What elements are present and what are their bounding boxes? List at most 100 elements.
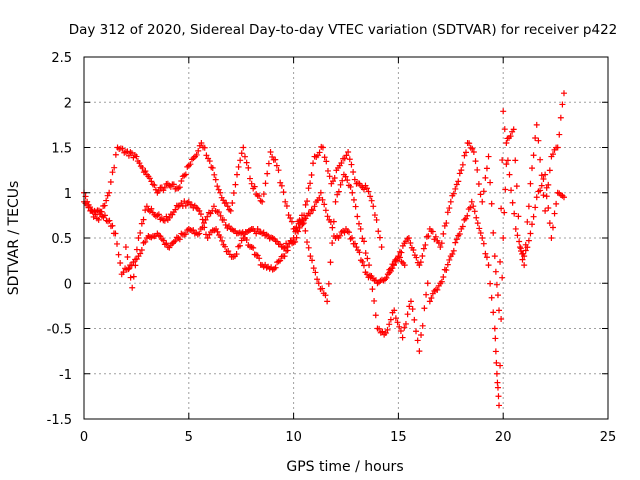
data-point xyxy=(282,198,289,205)
data-point xyxy=(479,235,486,241)
data-point xyxy=(330,178,337,185)
data-point xyxy=(332,198,339,205)
data-point xyxy=(287,215,294,222)
data-point xyxy=(501,126,508,133)
data-point xyxy=(203,152,210,159)
data-point xyxy=(492,335,499,342)
data-point xyxy=(560,194,567,201)
data-point xyxy=(152,186,159,193)
data-point xyxy=(117,259,124,266)
data-point xyxy=(359,235,366,242)
data-point xyxy=(339,177,346,184)
data-point xyxy=(315,280,322,287)
data-point xyxy=(235,163,242,170)
data-point xyxy=(343,152,350,159)
data-point xyxy=(419,322,426,329)
data-point xyxy=(450,247,457,254)
data-point xyxy=(146,175,153,182)
data-point xyxy=(498,205,505,212)
data-point xyxy=(297,219,304,226)
data-point xyxy=(497,362,504,369)
data-point xyxy=(350,168,357,175)
data-point xyxy=(546,167,553,174)
data-point xyxy=(538,182,545,189)
y-tick-label: -1.5 xyxy=(47,413,72,428)
data-point xyxy=(375,228,382,235)
x-tick-label: 10 xyxy=(285,430,302,445)
data-point xyxy=(407,298,414,305)
data-point xyxy=(366,262,373,269)
data-point xyxy=(510,126,517,133)
data-point xyxy=(206,158,213,165)
data-point xyxy=(387,267,394,274)
data-point xyxy=(473,214,480,221)
data-point xyxy=(423,291,430,298)
data-point xyxy=(319,196,326,203)
data-point xyxy=(491,325,498,332)
data-point xyxy=(503,140,510,147)
data-point xyxy=(479,198,486,205)
data-point xyxy=(197,211,204,218)
data-point xyxy=(345,149,352,156)
data-point xyxy=(319,144,326,151)
data-point xyxy=(361,238,368,245)
data-point xyxy=(289,238,296,245)
data-point xyxy=(483,254,490,261)
data-point xyxy=(112,151,119,158)
data-point xyxy=(472,158,479,165)
data-point xyxy=(338,159,345,166)
data-point xyxy=(163,213,170,220)
data-point xyxy=(511,210,518,217)
data-point xyxy=(480,240,487,247)
data-point xyxy=(450,190,457,197)
data-point xyxy=(357,225,364,232)
data-point xyxy=(139,164,146,171)
data-point xyxy=(143,203,150,210)
data-point xyxy=(334,191,341,198)
data-point xyxy=(217,212,224,219)
data-point xyxy=(135,235,142,241)
data-point xyxy=(461,152,468,159)
data-point xyxy=(519,256,526,263)
data-point xyxy=(527,180,534,187)
data-point xyxy=(125,266,132,273)
data-point xyxy=(488,200,495,207)
data-point xyxy=(394,319,401,326)
data-point xyxy=(440,273,447,280)
data-point xyxy=(304,198,311,205)
data-point xyxy=(373,216,380,223)
data-point xyxy=(316,194,323,201)
data-point xyxy=(196,230,203,237)
data-point xyxy=(142,238,149,245)
data-point xyxy=(355,220,362,227)
data-point xyxy=(187,161,194,168)
data-point xyxy=(305,244,312,251)
data-point xyxy=(114,240,121,247)
data-point xyxy=(275,167,282,174)
data-point xyxy=(371,297,378,304)
data-point xyxy=(362,250,369,257)
data-point xyxy=(507,133,514,140)
data-point xyxy=(97,208,104,215)
series-track-d xyxy=(384,90,567,314)
data-point xyxy=(273,162,280,169)
data-point xyxy=(316,149,323,156)
data-point xyxy=(453,236,460,243)
data-point xyxy=(237,157,244,164)
data-point xyxy=(370,203,377,210)
data-point xyxy=(222,221,229,228)
data-point xyxy=(325,280,332,287)
data-point xyxy=(500,108,507,115)
data-point xyxy=(211,171,218,178)
data-point xyxy=(496,307,503,314)
data-point xyxy=(401,262,408,269)
data-point xyxy=(256,255,263,262)
data-point xyxy=(413,328,420,335)
x-tick-label: 15 xyxy=(390,430,407,445)
data-point xyxy=(219,237,226,244)
data-point xyxy=(309,257,316,264)
data-point xyxy=(106,189,113,196)
data-point xyxy=(466,140,473,147)
